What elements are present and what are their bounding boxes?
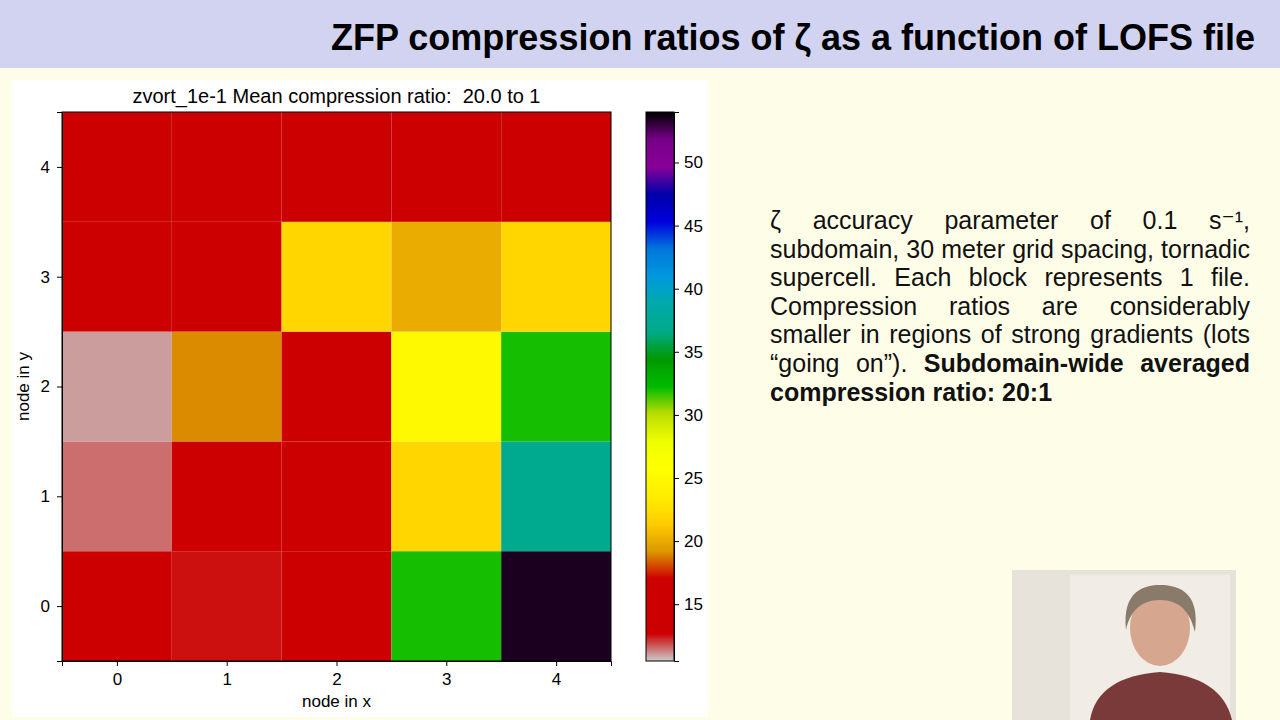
cell (62, 441, 172, 551)
tick-mark (674, 226, 679, 227)
tick-label: 0 (41, 597, 50, 616)
tick: 1 (41, 487, 62, 506)
cell (391, 222, 501, 332)
body-text: ζ accuracy parameter of 0.1 s⁻¹, subdoma… (770, 206, 1250, 406)
tick-label: 25 (684, 469, 703, 488)
tick: 0 (113, 661, 122, 689)
tick-label: 4 (552, 670, 561, 689)
tick-label: 40 (684, 280, 703, 299)
cell (62, 332, 172, 442)
tick-label: 2 (332, 670, 341, 689)
tick: 2 (41, 377, 62, 396)
cell (391, 551, 501, 661)
tick: 0 (41, 597, 62, 616)
cell (62, 112, 172, 222)
colorbar-axis: 15 20 25 30 35 40 45 50 (674, 113, 703, 662)
cell (501, 112, 611, 222)
cell (501, 551, 611, 661)
slide-title: ZFP compression ratios of ζ as a functio… (331, 17, 1255, 58)
axis-line (675, 113, 680, 662)
cell (282, 551, 392, 661)
y-axis-title: node in y (14, 352, 33, 421)
tick-mark (57, 496, 62, 497)
tick: 3 (41, 268, 62, 287)
tick-mark (57, 387, 62, 388)
tick-mark (57, 167, 62, 168)
cell (172, 441, 282, 551)
chart-panel (12, 80, 708, 717)
tick-label: 1 (41, 487, 50, 506)
plot-frame (62, 112, 611, 661)
cell (391, 332, 501, 442)
y-axis: 0 1 2 3 4 (41, 113, 63, 662)
x-axis-title: node in x (302, 692, 371, 711)
tick: 45 (674, 217, 703, 236)
cell (282, 222, 392, 332)
cell (172, 112, 282, 222)
cell (282, 332, 392, 442)
tick: 3 (442, 661, 451, 689)
header-bar (0, 0, 1280, 68)
axis-line (63, 662, 612, 667)
tick-label: 2 (41, 377, 50, 396)
tick: 40 (674, 280, 703, 299)
cell (172, 332, 282, 442)
tick-mark (674, 162, 679, 163)
cell (501, 222, 611, 332)
tick: 25 (674, 469, 703, 488)
tick: 4 (41, 158, 62, 177)
colorbar (646, 112, 674, 661)
tick-label: 30 (684, 406, 703, 425)
tick-mark (674, 604, 679, 605)
x-axis: 0 1 2 3 4 (63, 661, 612, 689)
tick-mark (674, 478, 679, 479)
tick-mark (674, 415, 679, 416)
tick-label: 20 (684, 532, 703, 551)
tick-label: 3 (41, 268, 50, 287)
tick-label: 35 (684, 343, 703, 362)
tick: 35 (674, 343, 703, 362)
tick: 20 (674, 532, 703, 551)
tick-mark (57, 277, 62, 278)
tick-mark (674, 541, 679, 542)
tick: 4 (552, 661, 561, 689)
tick-mark (556, 661, 557, 666)
tick-mark (674, 289, 679, 290)
tick-label: 1 (222, 670, 231, 689)
cells (62, 112, 611, 661)
cell (501, 332, 611, 442)
cell (172, 222, 282, 332)
tick-mark (674, 352, 679, 353)
cell (282, 441, 392, 551)
tick-mark (57, 606, 62, 607)
cell (172, 551, 282, 661)
presenter-video (1012, 570, 1236, 720)
tick: 2 (332, 661, 341, 689)
axis-line (57, 113, 63, 662)
tick-mark (117, 661, 118, 666)
tick: 1 (222, 661, 231, 689)
tick-mark (337, 661, 338, 666)
tick: 30 (674, 406, 703, 425)
tick-label: 45 (684, 217, 703, 236)
tick-label: 15 (684, 595, 703, 614)
tick: 50 (674, 153, 703, 172)
tick-mark (227, 661, 228, 666)
cell (391, 112, 501, 222)
cell (62, 222, 172, 332)
cell (501, 441, 611, 551)
chart-title: zvort_1e-1 Mean compression ratio: 20.0 … (133, 85, 541, 108)
cell (282, 112, 392, 222)
tick-label: 50 (684, 153, 703, 172)
tick-label: 4 (41, 158, 50, 177)
tick-label: 3 (442, 670, 451, 689)
cell (391, 441, 501, 551)
tick-label: 0 (113, 670, 122, 689)
cell (62, 551, 172, 661)
tick: 15 (674, 595, 703, 614)
tick-mark (446, 661, 447, 666)
